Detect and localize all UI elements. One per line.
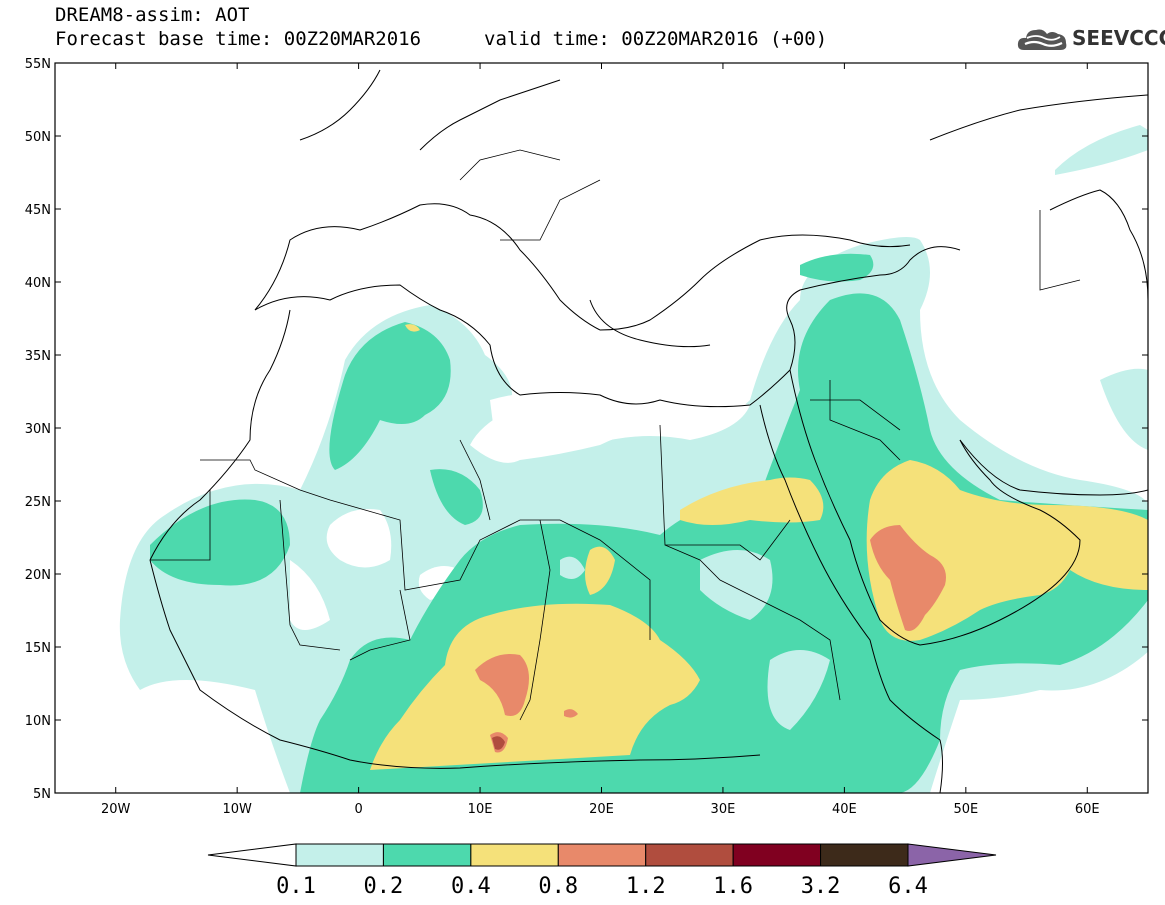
colorbar-label: 0.1 [276, 874, 316, 899]
colorbar-high-arrow [907, 843, 997, 867]
aot-holes [290, 392, 750, 630]
lat-tick-label: 35N [25, 349, 51, 364]
lat-tick-label: 55N [25, 57, 51, 72]
colorbar-label: 0.8 [538, 874, 578, 899]
lat-tick-label: 45N [25, 203, 51, 218]
lon-ticks: 20W 10W 0 10E 20E 30E 40E 50E 60E [101, 63, 1100, 817]
country-borders [150, 149, 1081, 721]
chart-title: DREAM8-assim: AOT [55, 4, 250, 26]
lon-tick-label: 10E [468, 802, 493, 817]
colorbar-label: 1.6 [713, 874, 753, 899]
lat-tick-label: 10N [25, 714, 51, 729]
lat-tick-label: 15N [25, 641, 51, 656]
lat-tick-label: 50N [25, 130, 51, 145]
cloud-icon [1017, 29, 1067, 50]
colorbar-label: 6.4 [888, 874, 928, 899]
colorbar-box [295, 843, 384, 867]
colorbar-label: 0.4 [451, 874, 491, 899]
colorbar: 0.1 0.2 0.4 0.8 1.2 1.6 3.2 6.4 [207, 843, 997, 899]
colorbar-box [382, 843, 472, 867]
lon-tick-label: 20W [101, 802, 131, 817]
colorbar-box [820, 843, 909, 867]
lon-tick-label: 0 [354, 802, 362, 817]
base-time-label: Forecast base time: 00Z20MAR2016 [55, 28, 422, 50]
lat-ticks: 55N 50N 45N 40N 35N 30N 25N 20N 15N 10N 5N [25, 57, 1148, 802]
lon-tick-label: 50E [953, 802, 978, 817]
lon-tick-label: 10W [222, 802, 252, 817]
lat-tick-label: 25N [25, 495, 51, 510]
lat-tick-label: 5N [33, 787, 51, 802]
colorbar-box [470, 843, 559, 867]
colorbar-label: 3.2 [801, 874, 841, 899]
coastlines [149, 69, 1148, 793]
valid-time-label: valid time: 00Z20MAR2016 (+00) [484, 28, 828, 50]
colorbar-label: 1.2 [626, 874, 666, 899]
colorbar-box [557, 843, 647, 867]
lon-tick-label: 20E [589, 802, 614, 817]
lon-tick-label: 60E [1075, 802, 1100, 817]
colorbar-box [732, 843, 822, 867]
lat-tick-label: 20N [25, 568, 51, 583]
aot-gaps-0-1 [560, 550, 830, 730]
lat-tick-label: 30N [25, 422, 51, 437]
logo: SEEVCCC [1016, 24, 1165, 54]
lon-tick-label: 30E [711, 802, 736, 817]
colorbar-label: 0.2 [364, 874, 404, 899]
aot-contour-1-2 [492, 736, 505, 750]
aot-field [55, 63, 1148, 793]
colorbar-box [645, 843, 734, 867]
colorbar-low-arrow [207, 843, 297, 867]
lon-tick-label: 40E [832, 802, 857, 817]
logo-text: SEEVCCC [1072, 26, 1165, 50]
lat-tick-label: 40N [25, 276, 51, 291]
